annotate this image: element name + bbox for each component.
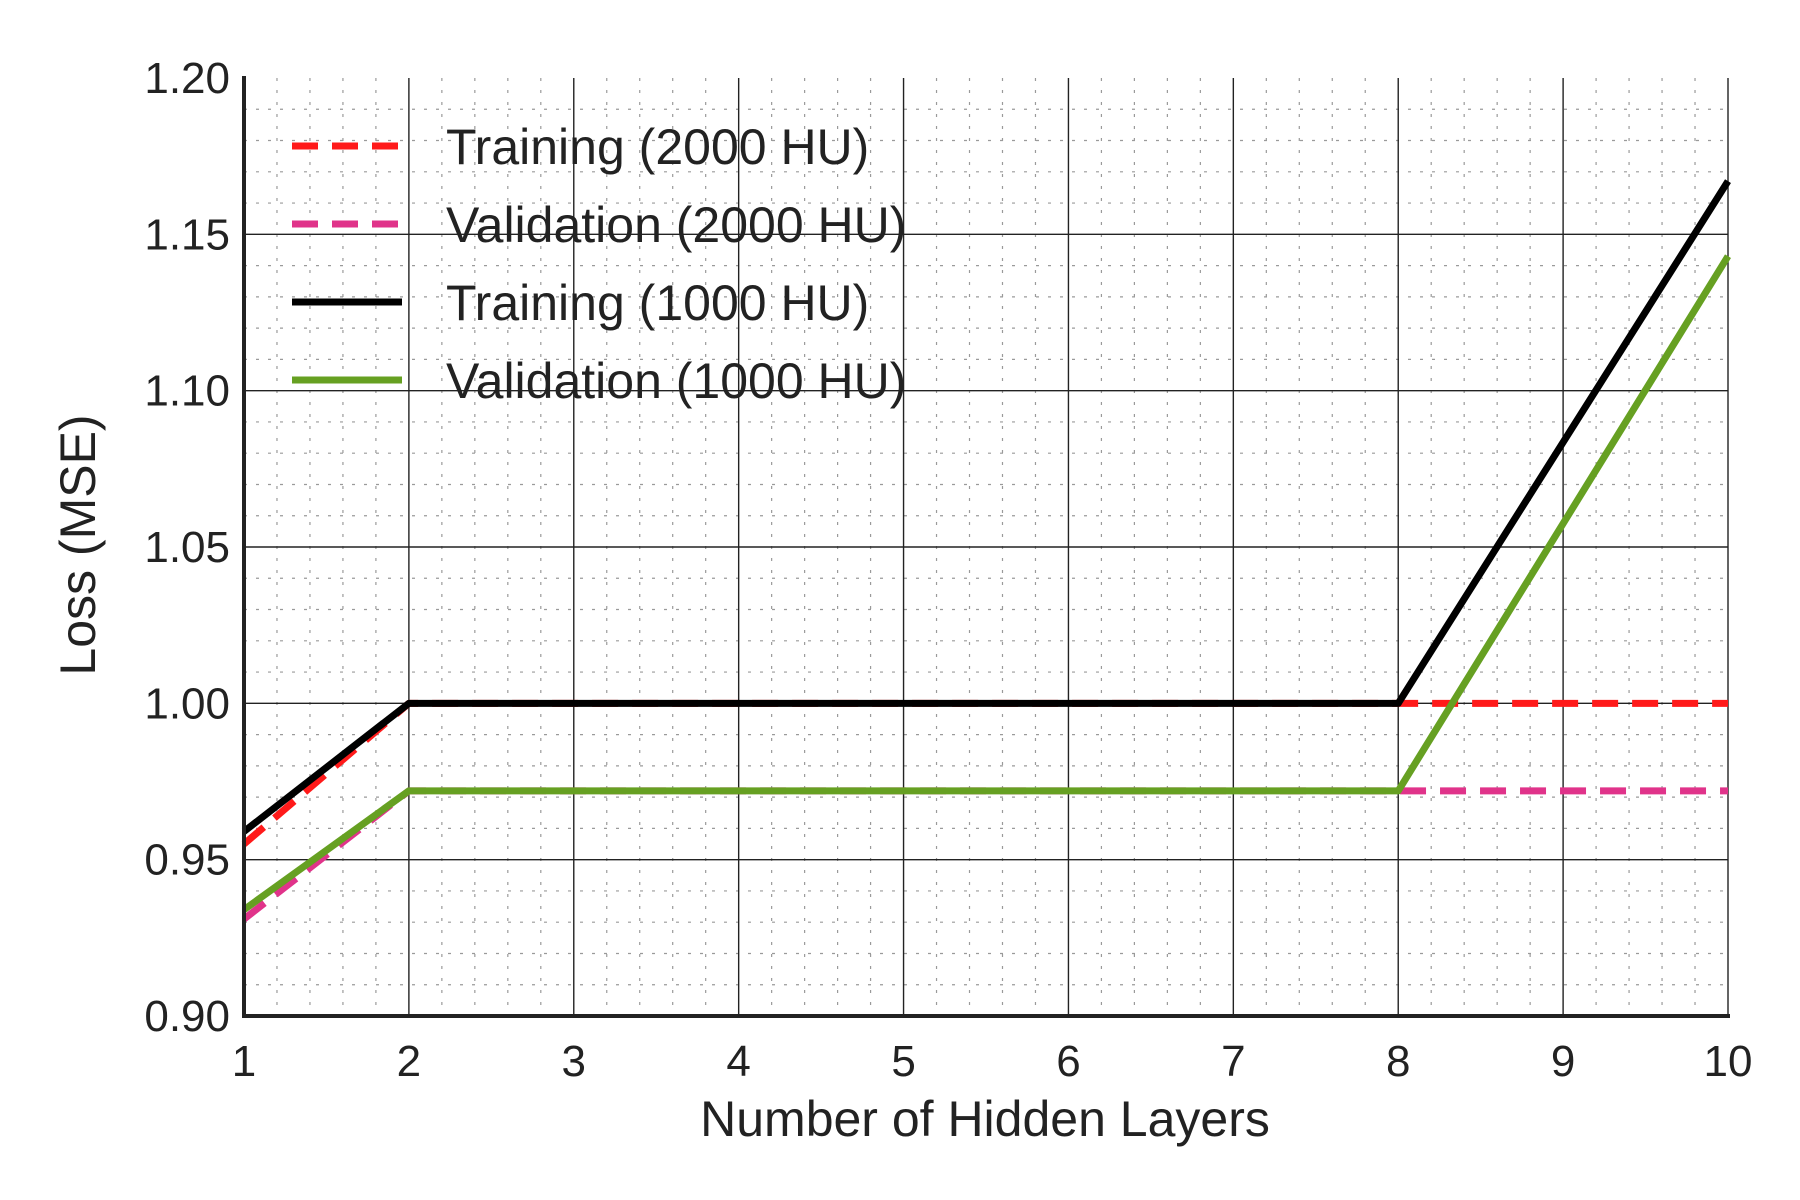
legend-label: Validation (1000 HU) [446,353,906,409]
tick-labels: 1 2 3 4 5 6 7 8 9 10 0.90 0.95 1.00 1.05 1.10 1.15 1.20 [144,54,1752,1086]
x-tick-label: 2 [397,1037,421,1086]
x-axis-title: Number of Hidden Layers [700,1091,1270,1147]
series-line-validation-1000-hu [241,254,1731,913]
x-tick-label: 1 [232,1037,256,1086]
legend-label: Training (2000 HU) [446,119,869,175]
x-tick-label: 9 [1551,1037,1575,1086]
x-tick-label: 7 [1221,1037,1245,1086]
legend-label: Training (1000 HU) [446,275,869,331]
series-line-training-1000-hu [241,179,1731,835]
x-tick-label: 3 [562,1037,586,1086]
x-tick-label: 5 [891,1037,915,1086]
y-tick-label: 1.05 [144,523,230,572]
x-tick-label: 8 [1386,1037,1410,1086]
series-line-training-2000-hu [241,699,1728,847]
legend: Training (2000 HU) Validation (2000 HU) Tr… [292,119,906,409]
x-tick-label: 4 [726,1037,750,1086]
y-tick-label: 0.90 [144,992,230,1041]
y-tick-label: 0.95 [144,836,230,885]
y-tick-label: 1.10 [144,367,230,416]
series-layer [241,179,1731,922]
y-tick-label: 1.15 [144,210,230,259]
series-line-validation-2000-hu [241,787,1728,922]
x-tick-label: 6 [1056,1037,1080,1086]
y-tick-label: 1.00 [144,679,230,728]
y-tick-label: 1.20 [144,54,230,103]
axes [242,76,1730,1018]
x-tick-label: 10 [1704,1037,1753,1086]
major-grid [244,78,1729,1016]
legend-label: Validation (2000 HU) [446,197,906,253]
y-axis-title: Loss (MSE) [50,414,106,675]
